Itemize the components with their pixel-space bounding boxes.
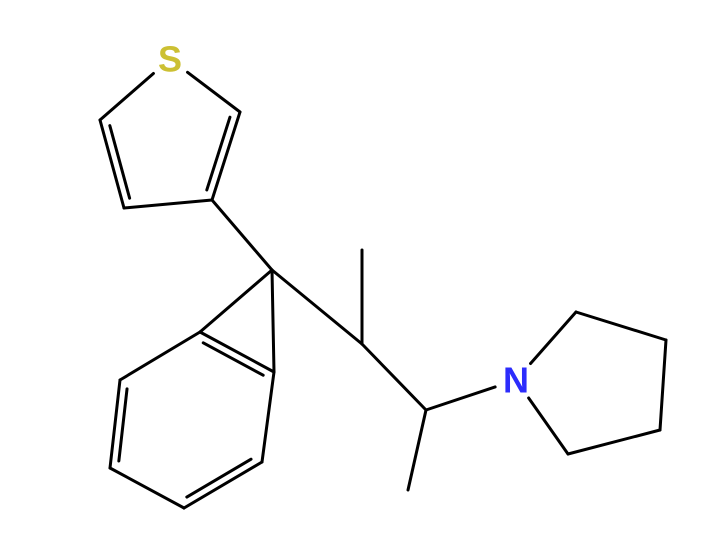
bond — [660, 340, 666, 430]
bond — [531, 312, 576, 364]
molecule-diagram: SN — [0, 0, 722, 557]
bond — [362, 344, 426, 410]
bond — [110, 468, 184, 508]
bond — [408, 410, 426, 490]
bond — [272, 270, 274, 372]
bond — [272, 270, 362, 344]
bond — [184, 462, 262, 508]
bond — [212, 200, 272, 270]
bond — [187, 459, 251, 497]
bond — [568, 430, 660, 454]
bond — [100, 73, 153, 120]
bond — [576, 312, 666, 340]
bond — [120, 332, 200, 380]
bond — [262, 372, 274, 462]
bond — [203, 343, 263, 375]
bond — [188, 72, 240, 112]
atom-label-n: N — [503, 360, 529, 401]
bond — [200, 270, 272, 332]
bond — [426, 387, 495, 410]
bond — [529, 398, 568, 454]
bond — [124, 200, 212, 208]
bond — [200, 332, 274, 372]
atom-label-s: S — [158, 39, 182, 80]
bond — [119, 389, 127, 461]
